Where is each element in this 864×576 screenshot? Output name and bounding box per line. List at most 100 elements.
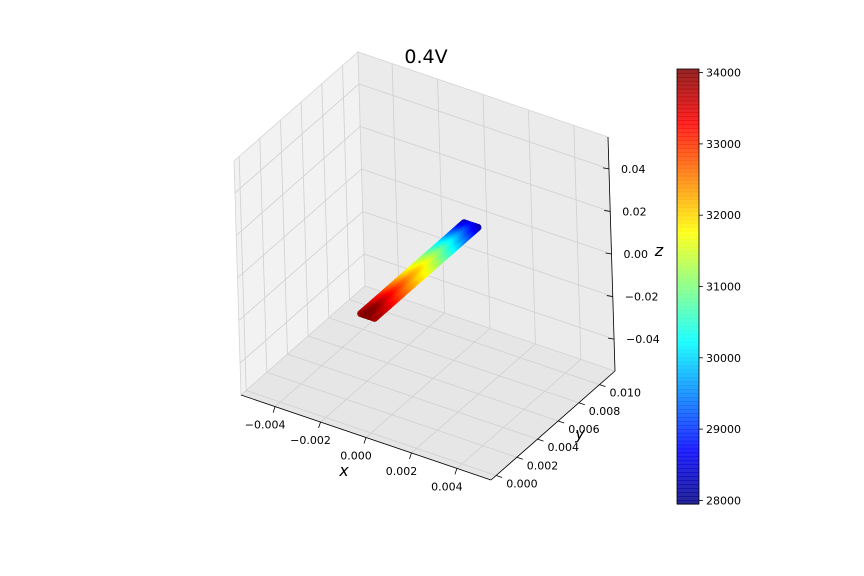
- colorbar-band: [677, 484, 699, 489]
- y-tick-mark: [516, 456, 523, 460]
- y-tick-label: 0.002: [527, 459, 559, 472]
- colorbar-band: [677, 207, 699, 212]
- y-tick-mark: [558, 420, 565, 424]
- x-tick-mark: [454, 468, 458, 475]
- z-tick-mark: [602, 167, 610, 170]
- colorbar-band: [677, 440, 699, 446]
- y-tick-mark: [599, 384, 606, 388]
- colorbar-tick-label: 29000: [706, 423, 741, 436]
- colorbar-band: [677, 187, 699, 193]
- colorbar-band: [677, 480, 699, 485]
- z-tick-mark: [605, 252, 612, 255]
- y-tick-label: 0.004: [548, 441, 580, 454]
- colorbar-band: [677, 132, 699, 137]
- x-tick-mark: [363, 437, 367, 444]
- colorbar-band: [677, 239, 699, 244]
- x-axis-label: x: [338, 461, 349, 480]
- colorbar-tick-label: 34000: [706, 67, 741, 80]
- grid-line-z-left: [239, 253, 365, 364]
- colorbar-band: [677, 195, 699, 201]
- colorbar-band: [677, 432, 699, 438]
- z-tick-mark: [607, 337, 615, 340]
- colorbar-band: [677, 243, 699, 248]
- colorbar-band: [677, 488, 699, 493]
- grid-line-z-back: [360, 126, 611, 212]
- colorbar-band: [677, 163, 699, 169]
- colorbar-band: [677, 294, 699, 299]
- colorbar-band: [677, 298, 699, 303]
- colorbar-band: [677, 156, 699, 161]
- y-tick-label: 0.008: [589, 405, 621, 418]
- colorbar-band: [677, 286, 699, 292]
- colorbar-band: [677, 76, 699, 82]
- colorbar-band: [677, 365, 699, 371]
- grid-line-y-floor: [328, 317, 579, 404]
- colorbar-band: [677, 333, 699, 339]
- colorbar-band: [677, 104, 699, 110]
- z-tick-label: 0.02: [622, 206, 647, 219]
- colorbar-tick-label: 33000: [706, 138, 741, 151]
- colorbar-band: [677, 235, 699, 240]
- colorbar-band: [677, 124, 699, 129]
- colorbar-band: [677, 215, 699, 220]
- x-tick-label: 0.000: [340, 450, 372, 463]
- grid-line-y-floor: [349, 299, 600, 386]
- z-tick-mark: [604, 210, 611, 212]
- grid-line-z-back: [363, 253, 615, 340]
- colorbar-band: [677, 492, 699, 497]
- colorbar-band: [677, 385, 699, 390]
- grid-line-z-back: [361, 168, 612, 255]
- grid-line-y-floor: [308, 335, 559, 422]
- colorbar-band: [677, 377, 699, 382]
- colorbar-band: [677, 405, 699, 410]
- colorbar-band: [677, 393, 699, 398]
- y-tick-labels: 0.000 0.002 0.004 0.006 0.008 0.010: [496, 384, 642, 491]
- grid-line-z-left: [234, 83, 360, 194]
- grid-line-x-floor: [365, 328, 491, 438]
- colorbar-band: [677, 476, 699, 481]
- colorbar-band: [677, 96, 699, 102]
- x-tick-label: −0.004: [245, 419, 286, 432]
- z-tick-labels: −0.04 −0.02 0.00 0.02 0.04: [602, 163, 660, 346]
- colorbar-band: [677, 112, 699, 118]
- chart-title: 0.4V: [404, 46, 447, 68]
- colorbar-band: [677, 345, 699, 351]
- colorbar-band: [677, 223, 699, 228]
- colorbar-band: [677, 468, 699, 473]
- z-axis-label: z: [654, 241, 664, 260]
- colorbar-band: [677, 389, 699, 394]
- colorbar-band: [677, 330, 699, 335]
- colorbar-band: [677, 246, 699, 252]
- colorbar-band: [677, 397, 699, 402]
- colorbar-band: [677, 424, 699, 430]
- grid-line-z-back: [362, 211, 613, 297]
- y-tick-label: 0.000: [506, 478, 538, 491]
- x-tick-label: −0.002: [290, 434, 331, 447]
- colorbar-band: [677, 258, 699, 264]
- data-strip: [357, 219, 482, 322]
- colorbar-band: [677, 349, 699, 355]
- x-tick-label: 0.004: [431, 480, 463, 493]
- z-tick-label: −0.04: [626, 333, 660, 346]
- colorbar-band: [677, 361, 699, 367]
- colorbar-band: [677, 496, 699, 501]
- colorbar-band: [677, 409, 699, 414]
- colorbar-band: [677, 179, 699, 185]
- y-tick-mark: [496, 475, 503, 478]
- colorbar-band: [677, 444, 699, 450]
- y-tick-label: 0.010: [610, 387, 642, 400]
- grid-line-z-left: [237, 168, 362, 279]
- colorbar-band: [677, 314, 699, 319]
- colorbar-band: [677, 128, 699, 133]
- data-point: [370, 314, 379, 322]
- colorbar-band: [677, 136, 699, 141]
- colorbar-band: [677, 460, 699, 466]
- colorbar-band: [677, 100, 699, 106]
- colorbar-band: [677, 381, 699, 386]
- grid-line-y-floor: [246, 390, 497, 476]
- x-tick-mark: [272, 406, 276, 413]
- colorbar-band: [677, 464, 699, 469]
- colorbar-band: [677, 203, 699, 208]
- z-tick-label: 0.04: [621, 163, 646, 176]
